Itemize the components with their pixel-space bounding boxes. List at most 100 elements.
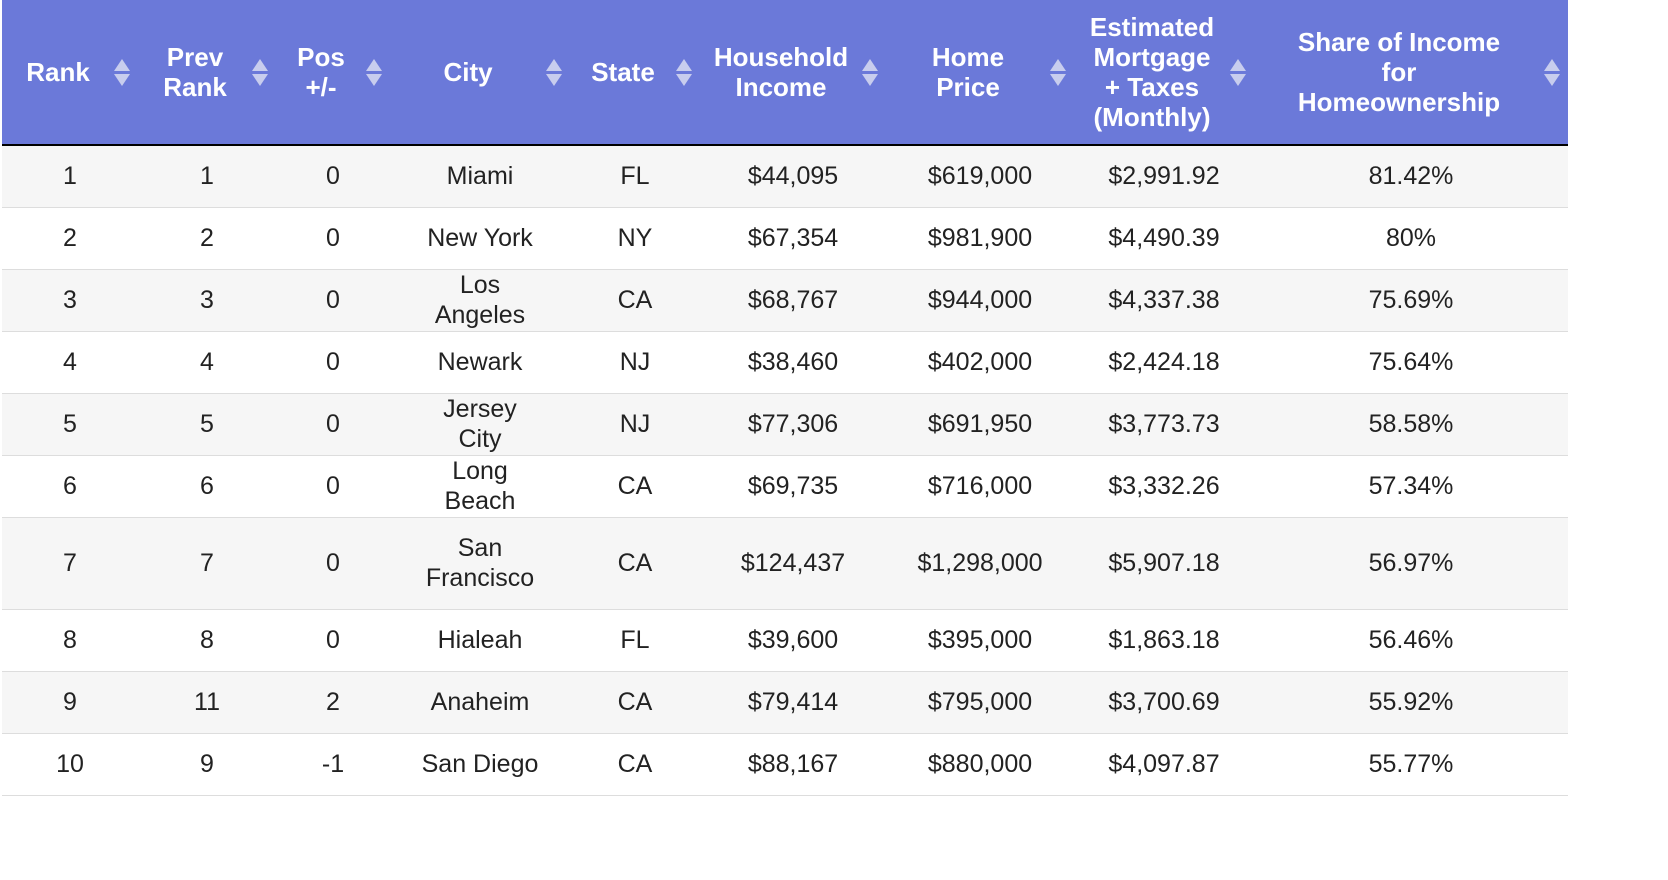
cell-prev-rank: 11 xyxy=(138,671,276,734)
column-header-label: Pos xyxy=(297,42,345,72)
cell-income: $67,354 xyxy=(700,207,886,270)
sort-icon[interactable] xyxy=(366,57,382,87)
column-header-label: City xyxy=(443,57,493,87)
cell-mortgage: $4,097.87 xyxy=(1074,733,1254,796)
column-header-label: Estimated xyxy=(1089,12,1215,42)
cell-state: CA xyxy=(570,455,700,518)
cell-prev-rank: 2 xyxy=(138,207,276,270)
cell-mortgage: $3,700.69 xyxy=(1074,671,1254,734)
cell-price: $981,900 xyxy=(886,207,1074,270)
sort-ascending-icon xyxy=(1230,58,1246,71)
cell-state: NJ xyxy=(570,331,700,394)
cell-mortgage: $5,907.18 xyxy=(1074,517,1254,610)
column-header-share[interactable]: Share of Income for Homeownership xyxy=(1254,0,1568,146)
cell-pos: 0 xyxy=(276,207,390,270)
cell-share: 80% xyxy=(1254,207,1568,270)
cell-pos: -1 xyxy=(276,733,390,796)
column-header-state[interactable]: State xyxy=(570,0,700,146)
sort-ascending-icon xyxy=(114,58,130,71)
cell-mortgage: $2,991.92 xyxy=(1074,145,1254,208)
cell-pos: 0 xyxy=(276,517,390,610)
cell-rank: 5 xyxy=(2,393,138,456)
cell-state: NJ xyxy=(570,393,700,456)
cell-income: $68,767 xyxy=(700,269,886,332)
column-header-income[interactable]: Household Income xyxy=(700,0,886,146)
table-row: 1 1 0 Miami FL $44,095 $619,000 $2,991.92 81.42% xyxy=(2,145,1568,208)
sort-ascending-icon xyxy=(252,58,268,71)
sort-icon[interactable] xyxy=(546,57,562,87)
cell-city: Newark xyxy=(390,331,570,394)
table-row: 10 9 -1 San Diego CA $88,167 $880,000 $4,097.87… xyxy=(2,733,1568,796)
cell-state: FL xyxy=(570,609,700,672)
column-header-mortgage[interactable]: Estimated Mortgage + Taxes (Monthly) xyxy=(1074,0,1254,146)
cell-city: New York xyxy=(390,207,570,270)
cell-mortgage: $4,490.39 xyxy=(1074,207,1254,270)
cell-income: $44,095 xyxy=(700,145,886,208)
table-body: 1 1 0 Miami FL $44,095 $619,000 $2,991.92 81.42%… xyxy=(2,145,1568,796)
column-header-label: Price xyxy=(936,72,1000,102)
table-row: 6 6 0 Long Beach CA $69,735 $716,000 $3,332.26 5… xyxy=(2,455,1568,518)
sort-ascending-icon xyxy=(546,58,562,71)
cell-income: $124,437 xyxy=(700,517,886,610)
cell-income: $77,306 xyxy=(700,393,886,456)
sort-icon[interactable] xyxy=(1230,57,1246,87)
sort-icon[interactable] xyxy=(252,57,268,87)
column-header-label: Home xyxy=(931,42,1005,72)
cell-prev-rank: 4 xyxy=(138,331,276,394)
sort-icon[interactable] xyxy=(1544,57,1560,87)
cell-price: $880,000 xyxy=(886,733,1074,796)
cell-city: Los Angeles xyxy=(390,269,570,332)
column-header-label: Rank xyxy=(163,72,227,102)
sort-descending-icon xyxy=(546,73,562,86)
cell-prev-rank: 5 xyxy=(138,393,276,456)
cell-rank: 6 xyxy=(2,455,138,518)
sort-icon[interactable] xyxy=(862,57,878,87)
cell-prev-rank: 6 xyxy=(138,455,276,518)
column-header-label: Mortgage xyxy=(1093,42,1211,72)
sort-icon[interactable] xyxy=(114,57,130,87)
column-header-price[interactable]: Home Price xyxy=(886,0,1074,146)
cell-pos: 0 xyxy=(276,609,390,672)
cell-prev-rank: 8 xyxy=(138,609,276,672)
cell-income: $38,460 xyxy=(700,331,886,394)
table-row: 8 8 0 Hialeah FL $39,600 $395,000 $1,863.18 56.4… xyxy=(2,609,1568,672)
column-header-label: (Monthly) xyxy=(1093,102,1211,132)
cell-prev-rank: 9 xyxy=(138,733,276,796)
sort-descending-icon xyxy=(862,73,878,86)
cell-price: $944,000 xyxy=(886,269,1074,332)
cell-income: $88,167 xyxy=(700,733,886,796)
column-header-prev-rank[interactable]: Prev Rank xyxy=(138,0,276,146)
cell-pos: 0 xyxy=(276,393,390,456)
cell-pos: 2 xyxy=(276,671,390,734)
column-header-label: Prev xyxy=(166,42,224,72)
cell-pos: 0 xyxy=(276,455,390,518)
sort-descending-icon xyxy=(1050,73,1066,86)
column-header-pos[interactable]: Pos +/- xyxy=(276,0,390,146)
column-header-label: Homeownership xyxy=(1297,87,1501,117)
column-header-label: Rank xyxy=(26,57,90,87)
cell-rank: 7 xyxy=(2,517,138,610)
cell-city: Miami xyxy=(390,145,570,208)
sort-descending-icon xyxy=(1230,73,1246,86)
cell-state: CA xyxy=(570,671,700,734)
sort-ascending-icon xyxy=(862,58,878,71)
cell-mortgage: $4,337.38 xyxy=(1074,269,1254,332)
cell-income: $39,600 xyxy=(700,609,886,672)
sort-icon[interactable] xyxy=(676,57,692,87)
table-row: 4 4 0 Newark NJ $38,460 $402,000 $2,424.18 75.64… xyxy=(2,331,1568,394)
cell-state: CA xyxy=(570,733,700,796)
sort-ascending-icon xyxy=(676,58,692,71)
sort-descending-icon xyxy=(252,73,268,86)
sort-icon[interactable] xyxy=(1050,57,1066,87)
sort-descending-icon xyxy=(1544,73,1560,86)
column-header-rank[interactable]: Rank xyxy=(2,0,138,146)
cell-state: CA xyxy=(570,269,700,332)
sort-descending-icon xyxy=(366,73,382,86)
column-header-city[interactable]: City xyxy=(390,0,570,146)
table-row: 7 7 0 San Francisco CA $124,437 $1,298,000 $5,9… xyxy=(2,517,1568,610)
cell-share: 81.42% xyxy=(1254,145,1568,208)
sort-descending-icon xyxy=(676,73,692,86)
cell-mortgage: $2,424.18 xyxy=(1074,331,1254,394)
affordability-table: Rank Prev Rank Pos +/- City State Household Inco… xyxy=(2,0,1568,796)
table-row: 2 2 0 New York NY $67,354 $981,900 $4,490.39 80% xyxy=(2,207,1568,270)
